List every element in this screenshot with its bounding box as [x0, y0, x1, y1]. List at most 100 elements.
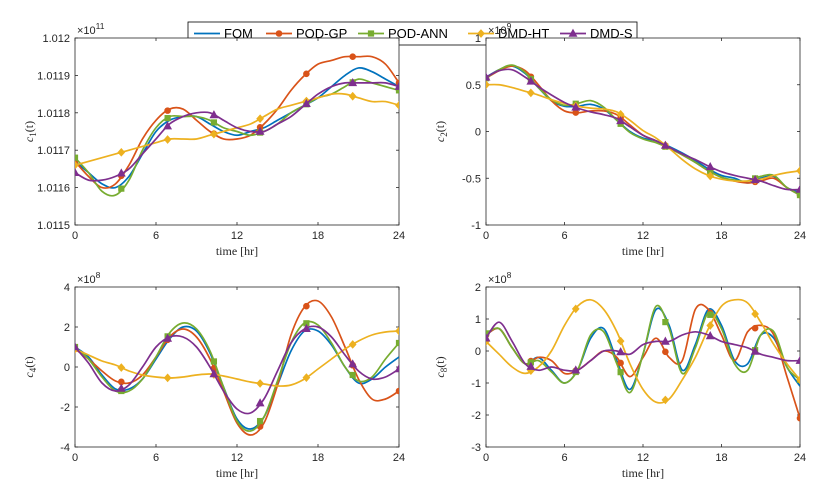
legend-marker [275, 30, 283, 37]
legend-marker [568, 28, 578, 37]
y-tick-label: -2 [471, 410, 481, 422]
data-point [751, 324, 759, 332]
plot-area [75, 53, 399, 197]
data-point [75, 154, 79, 161]
y-label-base: c [22, 136, 36, 142]
series-line [75, 66, 399, 189]
data-point [617, 359, 624, 367]
data-point [750, 175, 760, 184]
y-axis-label: c2(t) [433, 121, 449, 142]
exponent-power: 9 [507, 21, 512, 31]
data-point [163, 333, 173, 342]
y-label-sub: 8 [439, 367, 449, 372]
data-point [527, 88, 535, 98]
legend-entry-pod-gp: POD-GP [266, 26, 347, 41]
data-point [163, 135, 172, 144]
y-label-arg: (t) [433, 356, 447, 367]
y-tick-label: 0 [475, 346, 481, 358]
data-point [395, 326, 399, 336]
y-tick-label: -1 [471, 220, 481, 232]
data-point [751, 309, 759, 319]
data-point [302, 373, 311, 382]
data-point [256, 417, 264, 425]
y-label-arg: (t) [22, 356, 36, 367]
data-point [616, 347, 626, 356]
x-tick-label: 12 [231, 230, 243, 242]
x-axis-label: time [hr] [216, 244, 258, 258]
exponent-power: 8 [96, 270, 101, 280]
data-point [571, 102, 581, 111]
series-line [75, 78, 399, 197]
x-tick-label: 12 [231, 452, 243, 464]
data-point [209, 369, 219, 378]
data-point [163, 121, 173, 130]
data-point [796, 414, 800, 422]
data-point [394, 364, 399, 373]
x-tick-label: 24 [393, 230, 405, 242]
x-tick-label: 18 [312, 230, 324, 242]
data-point [75, 167, 80, 176]
data-point [163, 373, 172, 383]
exponent-power: 8 [507, 270, 512, 280]
data-point [617, 369, 624, 376]
series-dmd-s [486, 321, 800, 374]
data-point [210, 358, 218, 365]
y-tick-label: -0.5 [462, 173, 481, 185]
x-tick-label: 6 [561, 452, 567, 464]
data-point [164, 115, 171, 122]
y-tick-label: -3 [471, 442, 481, 454]
data-point [348, 359, 358, 368]
data-point [303, 302, 310, 310]
y-axis-label: c1(t) [22, 121, 38, 142]
data-point [705, 162, 715, 171]
series-dmd-s [75, 78, 399, 182]
data-point [116, 168, 126, 177]
data-point [571, 304, 580, 314]
series-dmd-s [486, 68, 800, 193]
exponent-base: ×10 [77, 274, 96, 286]
y-tick-label: 0 [475, 127, 481, 139]
data-point [662, 319, 669, 326]
y-label-sub: 1 [28, 132, 38, 137]
series-line [486, 298, 800, 404]
y-tick-label: -4 [60, 442, 70, 454]
plot-area [486, 298, 800, 422]
data-point [349, 371, 356, 379]
data-point [118, 185, 125, 192]
series-fom [75, 66, 399, 189]
data-point [301, 323, 311, 333]
y-tick-label: 2 [475, 282, 481, 294]
data-point [616, 116, 626, 125]
panel-c2: 0 6 12 18 24 -1 -0.5 0 0.5 1 ×109 time [hr] c2(t) [433, 21, 806, 258]
x-tick-label: 0 [483, 230, 489, 242]
y-label-base: c [433, 136, 447, 142]
legend-marker [477, 29, 485, 38]
y-tick-label: 1.0116 [37, 183, 70, 195]
data-point [705, 331, 715, 340]
x-axis-label: time [hr] [622, 244, 664, 258]
y-label-sub: 4 [28, 367, 38, 372]
data-point [796, 191, 800, 199]
series-dmd-s [75, 323, 399, 415]
y-tick-label: 1 [475, 33, 481, 45]
x-axis-label: time [hr] [216, 466, 258, 480]
exponent-power: 11 [96, 21, 105, 31]
y-tick-label: 2 [64, 322, 70, 334]
x-tick-label: 18 [715, 230, 727, 242]
panel-c1: 0 6 12 18 24 1.0115 1.0116 1.0117 1.0118 1.0119 1.… [22, 21, 405, 258]
y-label-sub: 2 [439, 132, 449, 137]
y-tick-label: -1 [471, 378, 481, 390]
data-point [303, 70, 310, 78]
legend-label: DMD-S [590, 26, 633, 41]
data-point [616, 336, 625, 346]
legend-entry-dmd-s: DMD-S [560, 26, 633, 41]
data-point [210, 119, 218, 126]
legend-entry-pod-ann: POD-ANN [358, 26, 448, 41]
series-line [486, 68, 800, 191]
y-tick-label: 1.0119 [37, 70, 70, 82]
series-line [75, 81, 399, 182]
data-point [75, 160, 79, 170]
data-point [301, 98, 311, 108]
series-line [75, 55, 399, 189]
